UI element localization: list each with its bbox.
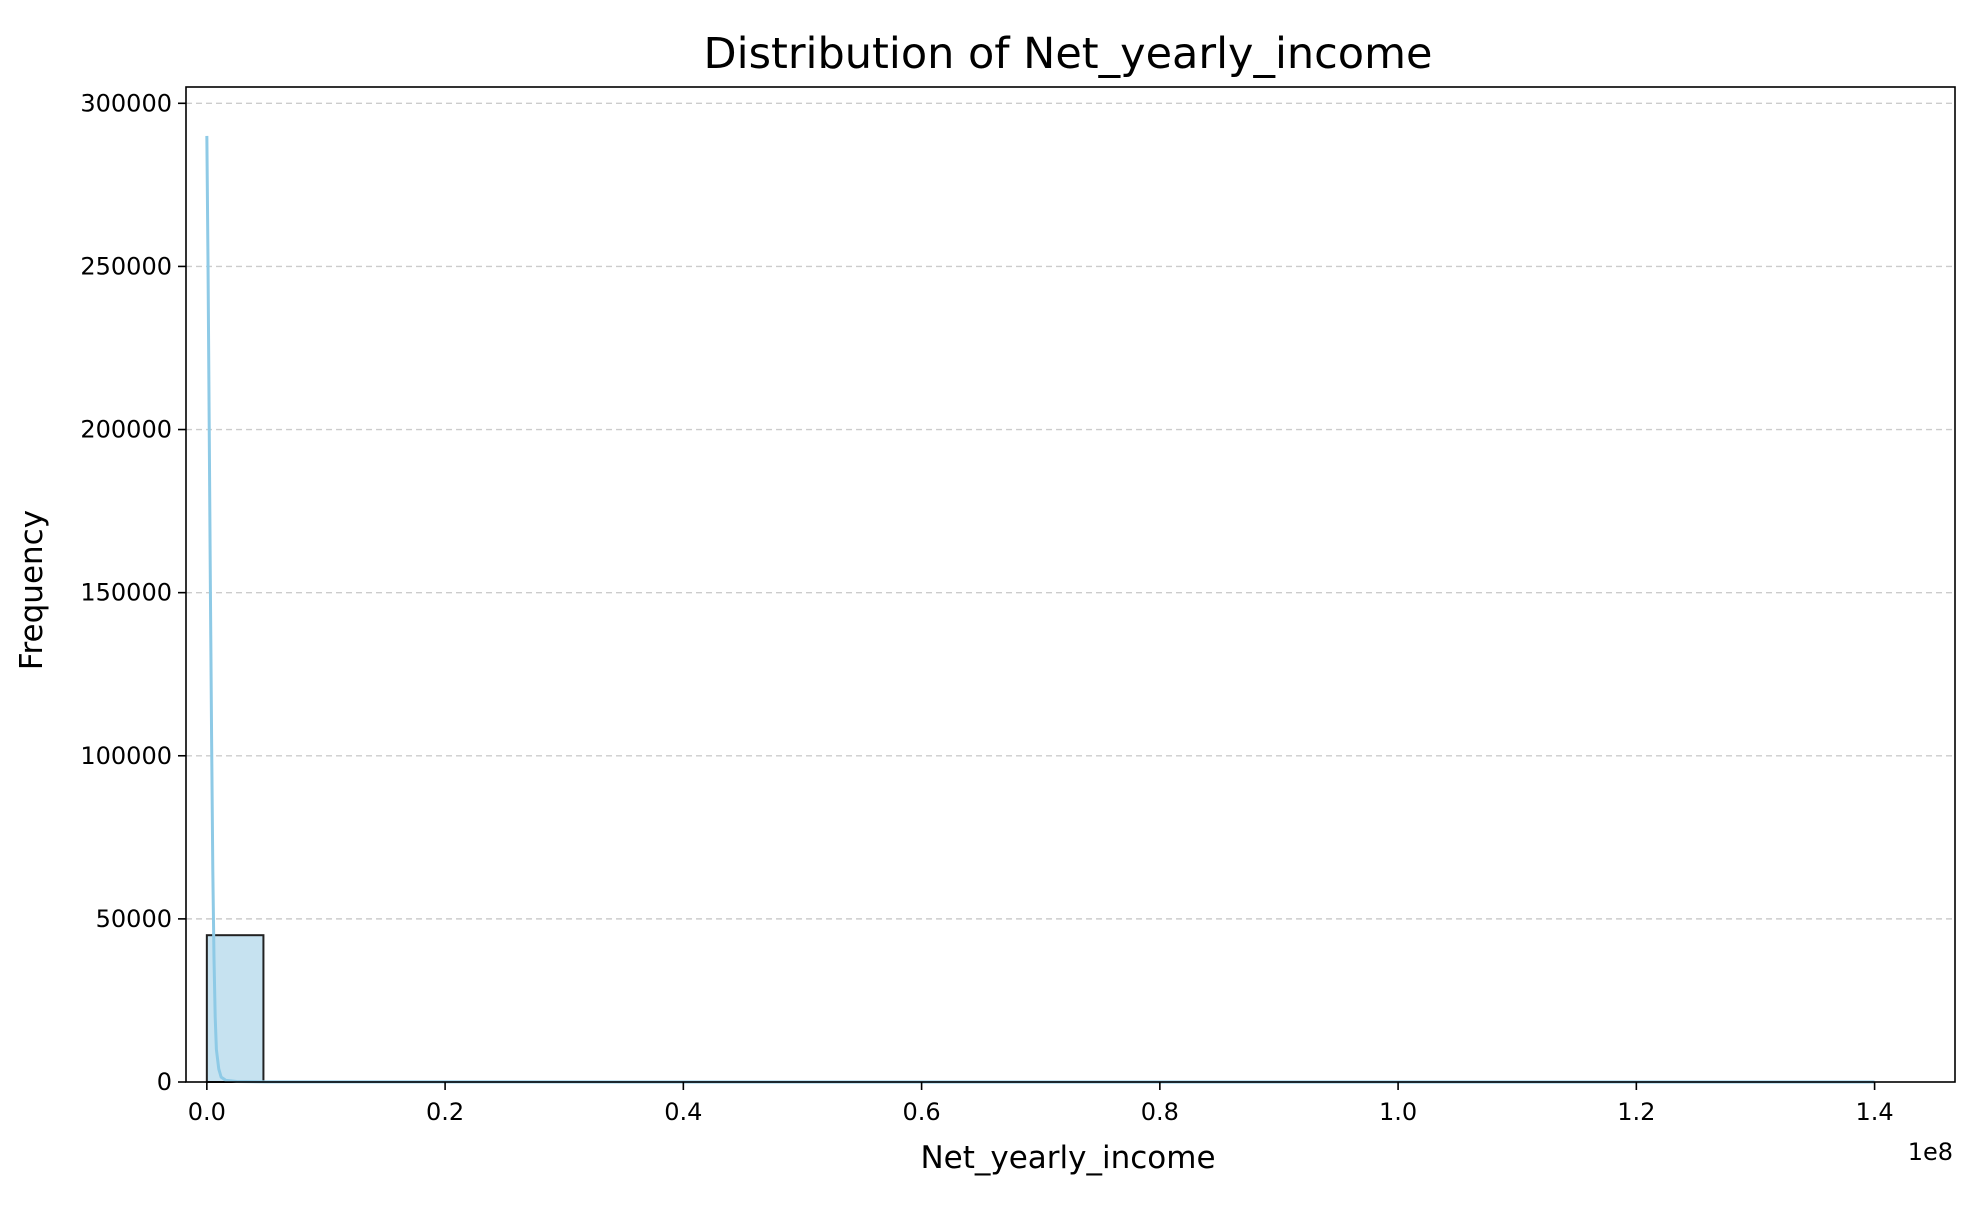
y-tick-label: 100000 <box>80 742 172 770</box>
x-tick-label: 0.4 <box>664 1098 702 1126</box>
chart-title: Distribution of Net_yearly_income <box>704 29 1433 79</box>
y-tick-label: 50000 <box>96 905 172 933</box>
y-tick-label: 200000 <box>80 416 172 444</box>
y-axis-label: Frequency <box>14 510 50 670</box>
x-tick-label: 1.4 <box>1856 1098 1894 1126</box>
kde-density-line <box>205 135 1875 1084</box>
x-tick-label: 0.8 <box>1141 1098 1179 1126</box>
y-tick-label: 0 <box>157 1068 172 1096</box>
x-axis-offset-label: 1e8 <box>1908 1138 1953 1166</box>
x-tick-label: 1.2 <box>1617 1098 1655 1126</box>
kde-layer <box>205 135 1875 1084</box>
y-tick-label: 150000 <box>80 579 172 607</box>
y-tick-label: 300000 <box>80 89 172 117</box>
x-axis-ticks: 0.0 0.2 0.4 0.6 0.8 1.0 1.2 1.4 <box>188 1082 1894 1126</box>
plot-area-frame <box>185 86 1956 1083</box>
x-axis-label: Net_yearly_income <box>920 1140 1215 1176</box>
y-axis-ticks: 0 50000 100000 150000 200000 250000 300000 <box>80 89 186 1096</box>
x-tick-label: 0.2 <box>426 1098 464 1126</box>
grid-layer <box>186 102 1955 920</box>
x-tick-label: 0.0 <box>188 1098 226 1126</box>
y-tick-label: 250000 <box>80 252 172 280</box>
x-tick-label: 0.6 <box>903 1098 941 1126</box>
x-tick-label: 1.0 <box>1379 1098 1417 1126</box>
